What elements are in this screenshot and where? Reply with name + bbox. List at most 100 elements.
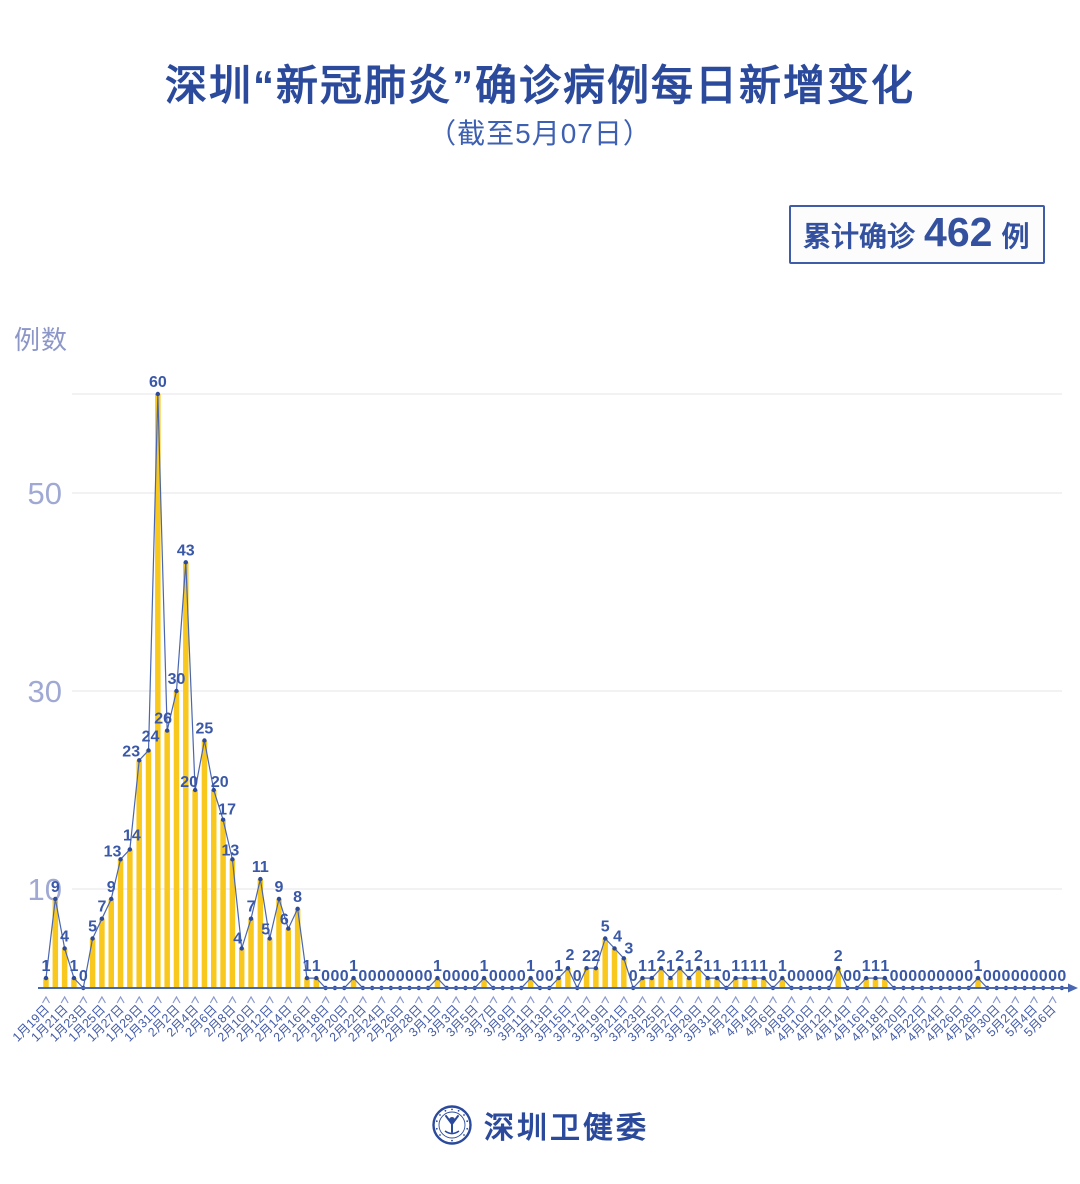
x-axis-tick bbox=[563, 995, 572, 1004]
bar bbox=[434, 978, 441, 988]
point-value-label: 1 bbox=[862, 958, 871, 975]
badge-label: 累计确诊 bbox=[803, 221, 916, 252]
x-axis-tick bbox=[358, 995, 367, 1004]
data-point bbox=[248, 916, 254, 921]
point-value-label: 20 bbox=[180, 774, 198, 791]
data-point bbox=[780, 975, 785, 981]
x-axis-tick bbox=[265, 995, 274, 1004]
data-point bbox=[733, 975, 738, 981]
data-point bbox=[71, 975, 77, 981]
x-axis-arrow bbox=[1068, 983, 1078, 993]
point-value-label: 0 bbox=[414, 968, 423, 985]
data-point bbox=[668, 975, 673, 981]
point-value-label: 2 bbox=[834, 948, 843, 965]
point-value-label: 0 bbox=[405, 968, 414, 985]
point-value-label: 23 bbox=[122, 743, 140, 760]
bar bbox=[183, 562, 189, 988]
x-axis-tick bbox=[116, 995, 125, 1004]
bar bbox=[285, 928, 292, 988]
bar bbox=[835, 968, 841, 988]
x-axis-tick bbox=[247, 995, 256, 1004]
footer: 深圳卫健委 bbox=[0, 1103, 1080, 1147]
x-axis-tick bbox=[470, 995, 479, 1004]
data-point bbox=[155, 391, 161, 397]
point-value-label: 2 bbox=[565, 947, 574, 964]
bar bbox=[667, 978, 674, 988]
point-value-label: 17 bbox=[218, 802, 236, 819]
point-value-label: 4 bbox=[613, 928, 622, 945]
data-point bbox=[761, 975, 766, 981]
bar bbox=[220, 819, 226, 988]
bar bbox=[201, 740, 208, 988]
x-axis-tick bbox=[731, 995, 740, 1004]
bar bbox=[257, 879, 264, 988]
point-value-label: 9 bbox=[275, 879, 284, 896]
point-value-label: 0 bbox=[992, 968, 1001, 985]
x-axis-tick bbox=[806, 995, 815, 1004]
bar bbox=[639, 978, 646, 988]
data-point bbox=[556, 975, 561, 981]
x-axis-tick bbox=[582, 995, 591, 1004]
bar bbox=[527, 978, 534, 988]
data-point bbox=[118, 857, 123, 862]
data-point bbox=[304, 975, 310, 981]
bar bbox=[760, 978, 767, 988]
bar bbox=[117, 859, 124, 988]
point-value-label: 14 bbox=[123, 827, 141, 844]
x-axis-tick bbox=[135, 995, 144, 1004]
bar bbox=[481, 978, 487, 988]
data-point bbox=[640, 975, 645, 981]
point-value-label: 0 bbox=[452, 968, 461, 985]
point-value-label: 1 bbox=[731, 958, 740, 975]
point-value-label: 1 bbox=[974, 958, 983, 975]
x-axis-tick bbox=[97, 995, 106, 1004]
data-point bbox=[528, 975, 533, 981]
bar bbox=[238, 948, 245, 988]
point-value-label: 0 bbox=[629, 968, 638, 985]
point-value-label: 0 bbox=[536, 968, 545, 985]
point-value-label: 4 bbox=[60, 928, 69, 945]
cumulative-total-badge: 累计确诊 462 例 bbox=[789, 205, 1046, 264]
data-point bbox=[43, 975, 49, 981]
point-value-label: 8 bbox=[293, 889, 302, 906]
bar bbox=[583, 968, 590, 988]
bar bbox=[732, 978, 739, 988]
data-point bbox=[705, 975, 710, 981]
data-point bbox=[230, 857, 235, 862]
point-value-label: 1 bbox=[349, 958, 358, 975]
x-axis-tick bbox=[768, 995, 777, 1004]
data-point bbox=[314, 975, 319, 981]
point-value-label: 5 bbox=[88, 919, 97, 936]
point-value-label: 13 bbox=[222, 842, 240, 859]
bar bbox=[593, 968, 599, 988]
bar bbox=[192, 790, 198, 988]
point-value-label: 0 bbox=[358, 968, 367, 985]
point-value-label: 3 bbox=[624, 940, 633, 957]
data-point bbox=[183, 560, 188, 565]
x-axis-tick bbox=[377, 995, 386, 1004]
point-value-label: 0 bbox=[396, 968, 405, 985]
point-value-label: 0 bbox=[899, 968, 908, 985]
x-axis-tick bbox=[228, 995, 237, 1004]
bar bbox=[136, 760, 142, 988]
point-value-label: 0 bbox=[824, 968, 833, 985]
point-value-label: 0 bbox=[377, 968, 386, 985]
point-value-label: 0 bbox=[424, 968, 433, 985]
x-axis-tick bbox=[396, 995, 405, 1004]
point-value-label: 20 bbox=[211, 774, 229, 791]
x-axis-tick bbox=[489, 995, 498, 1004]
bar bbox=[89, 938, 96, 988]
x-axis-tick bbox=[880, 995, 889, 1004]
data-point bbox=[192, 787, 198, 793]
point-value-label: 2 bbox=[582, 948, 591, 965]
data-point bbox=[603, 936, 608, 941]
line-series bbox=[45, 393, 1062, 990]
bar bbox=[350, 978, 357, 988]
point-value-label: 0 bbox=[769, 968, 778, 985]
y-axis-title: 例数 bbox=[14, 325, 69, 355]
bar bbox=[313, 978, 320, 988]
bar bbox=[565, 968, 571, 988]
x-axis-tick bbox=[675, 995, 684, 1004]
footer-org-name: 深圳卫健委 bbox=[484, 1112, 649, 1145]
